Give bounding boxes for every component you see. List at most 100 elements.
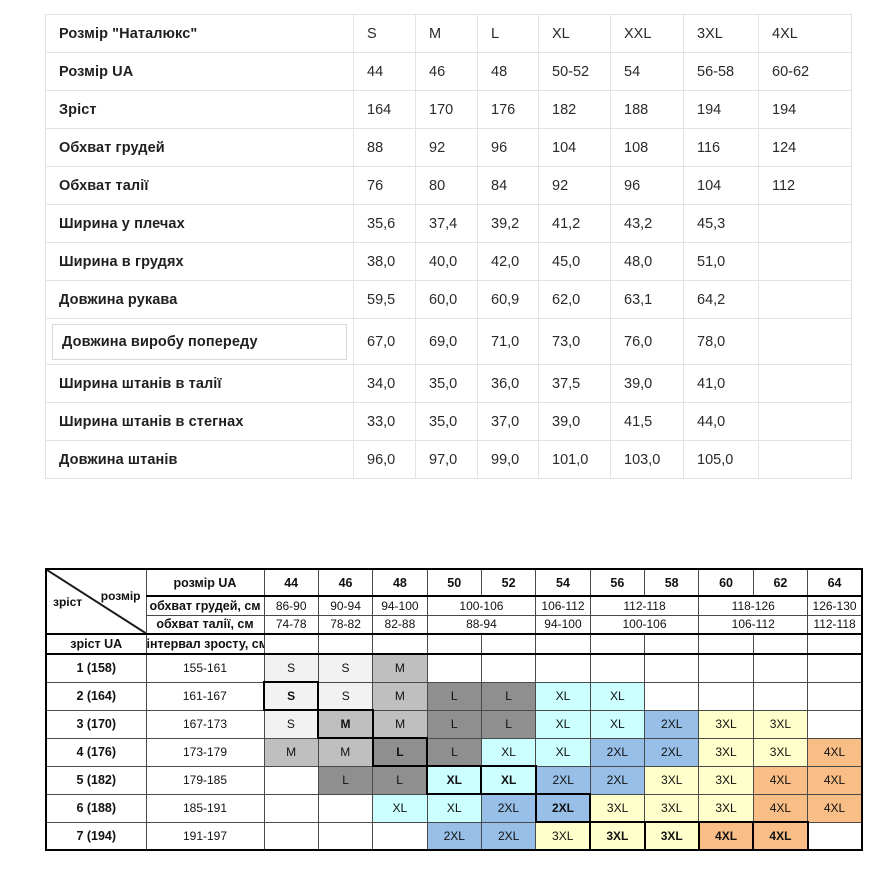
spec-value-cell: 182 [538, 90, 611, 129]
spec-value-cell: 37,5 [538, 364, 611, 403]
matrix-size-cell: L [317, 765, 374, 795]
matrix-size-cell: L [372, 765, 428, 795]
spec-value-cell: 101,0 [538, 440, 611, 479]
spec-row: Довжина виробу попереду 67,0 69,0 71,0 73,0 7… [45, 318, 852, 365]
matrix-size-cell [589, 653, 646, 683]
matrix-height-label-cell: 5 (182) [45, 765, 147, 795]
matrix-empty-cell [807, 633, 863, 655]
spec-value-cell: 62,0 [538, 280, 611, 319]
spec-value-cell: 54 [610, 52, 684, 91]
matrix-size-cell: 3XL [698, 793, 754, 823]
spec-row-label: Обхват талії [45, 166, 354, 205]
matrix-size-cell: M [372, 709, 428, 739]
matrix-size-cell: 3XL [752, 737, 809, 767]
corner-diagonal-line [47, 570, 146, 633]
matrix-size-cell: 4XL [752, 765, 809, 795]
matrix-size-header-cell: 54 [535, 568, 591, 597]
matrix-size-cell: S [263, 653, 319, 683]
matrix-header-chest: обхват грудей, см 86-90 90-94 94-100 100-106… [46, 595, 863, 616]
spec-value-cell: 176 [477, 90, 539, 129]
matrix-size-cell [317, 821, 374, 851]
spec-value-cell: 96 [477, 128, 539, 167]
matrix-empty-cell [480, 633, 537, 655]
matrix-size-cell: S [317, 681, 374, 711]
size-matrix-table: зріст розмір розмір UA 44 46 48 50 52 54 56 58 60 62… [45, 568, 863, 851]
matrix-interval-cell: 155-161 [145, 653, 265, 683]
size-matrix-body: зріст розмір розмір UA 44 46 48 50 52 54 56 58 60 62… [45, 568, 863, 851]
spec-row-label-box: Довжина виробу попереду [52, 323, 347, 360]
spec-value-cell: XXL [610, 14, 684, 53]
matrix-size-cell [535, 653, 591, 683]
spec-value-cell: 194 [683, 90, 759, 129]
matrix-size-cell [752, 681, 809, 711]
matrix-waist-range-cell: 88-94 [426, 614, 537, 635]
spec-value-cell: 37,4 [415, 204, 478, 243]
spec-row: Ширина штанів в стегнах 33,0 35,0 37,0 39,0 4… [45, 402, 852, 441]
matrix-size-cell: XL [589, 709, 646, 739]
matrix-row: 6 (188) 185-191 XL XL 2XL 2XL 3XL 3XL 3XL 4XL 4XL [45, 793, 863, 823]
matrix-size-cell: XL [535, 681, 591, 711]
matrix-size-cell: 3XL [698, 765, 754, 795]
matrix-size-cell: M [372, 681, 428, 711]
matrix-empty-cell [426, 633, 482, 655]
matrix-size-cell: XL [535, 737, 591, 767]
matrix-interval-cell: 161-167 [145, 681, 265, 711]
matrix-size-cell: 2XL [589, 737, 646, 767]
spec-value-cell [758, 242, 852, 281]
spec-value-cell: 76 [353, 166, 416, 205]
matrix-size-header-cell: 64 [807, 568, 863, 597]
matrix-size-header-cell: 50 [426, 568, 482, 597]
matrix-empty-cell [752, 633, 809, 655]
matrix-chest-range-cell: 86-90 [263, 595, 319, 616]
spec-row-label: Довжина штанів [45, 440, 354, 479]
spec-row-label: Розмір "Наталюкс" [45, 14, 354, 53]
spec-value-cell [758, 440, 852, 479]
size-spec-table: Розмір "Наталюкс" S M L XL XXL 3XL 4XL Розмір UA… [45, 14, 852, 479]
matrix-chest-range-cell: 90-94 [317, 595, 374, 616]
matrix-waist-range-cell: 82-88 [372, 614, 428, 635]
spec-value-cell: 50-52 [538, 52, 611, 91]
spec-value-cell: 38,0 [353, 242, 416, 281]
matrix-size-cell: 3XL [644, 793, 700, 823]
spec-value-cell: 116 [683, 128, 759, 167]
matrix-row: 5 (182) 179-185 L L XL XL 2XL 2XL 3XL 3XL 4XL 4XL [45, 765, 863, 795]
spec-row-label: Обхват грудей [45, 128, 354, 167]
spec-value-cell: 96 [610, 166, 684, 205]
spec-row-label: Ширина штанів в талії [45, 364, 354, 403]
spec-row: Розмір UA 44 46 48 50-52 54 56-58 60-62 [45, 52, 852, 91]
spec-value-cell [758, 204, 852, 243]
spec-value-cell: 44,0 [683, 402, 759, 441]
spec-row-label: Довжина виробу попереду [45, 318, 354, 365]
matrix-size-cell: 3XL [752, 709, 809, 739]
matrix-chest-range-cell: 118-126 [698, 595, 809, 616]
matrix-size-cell: 4XL [697, 821, 755, 851]
spec-row-label: Ширина у плечах [45, 204, 354, 243]
spec-value-cell: 35,0 [415, 364, 478, 403]
spec-value-cell: 48 [477, 52, 539, 91]
spec-value-cell: 37,0 [477, 402, 539, 441]
spec-row: Зріст 164 170 176 182 188 194 194 [45, 90, 852, 129]
spec-value-cell: 97,0 [415, 440, 478, 479]
matrix-size-cell: M [317, 737, 374, 767]
matrix-size-cell: 4XL [752, 821, 809, 851]
matrix-size-cell: 4XL [807, 793, 863, 823]
matrix-size-cell: 2XL [644, 737, 700, 767]
spec-value-cell [758, 280, 852, 319]
matrix-waist-range-cell: 112-118 [807, 614, 863, 635]
matrix-size-cell [807, 681, 863, 711]
matrix-size-cell: L [426, 681, 482, 711]
spec-row: Розмір "Наталюкс" S M L XL XXL 3XL 4XL [45, 14, 852, 53]
matrix-chest-range-cell: 94-100 [372, 595, 428, 616]
matrix-height-col-label: зріст UA [45, 633, 147, 655]
matrix-size-cell [698, 681, 754, 711]
matrix-empty-cell [372, 633, 428, 655]
matrix-height-label-cell: 6 (188) [45, 793, 147, 823]
matrix-size-header-cell: 48 [372, 568, 428, 597]
spec-value-cell: 164 [353, 90, 416, 129]
matrix-empty-cell [263, 633, 319, 655]
spec-value-cell: 69,0 [415, 318, 478, 365]
spec-row-label: Розмір UA [45, 52, 354, 91]
spec-value-cell: 170 [415, 90, 478, 129]
spec-value-cell: 51,0 [683, 242, 759, 281]
matrix-size-cell: 3XL [644, 765, 700, 795]
